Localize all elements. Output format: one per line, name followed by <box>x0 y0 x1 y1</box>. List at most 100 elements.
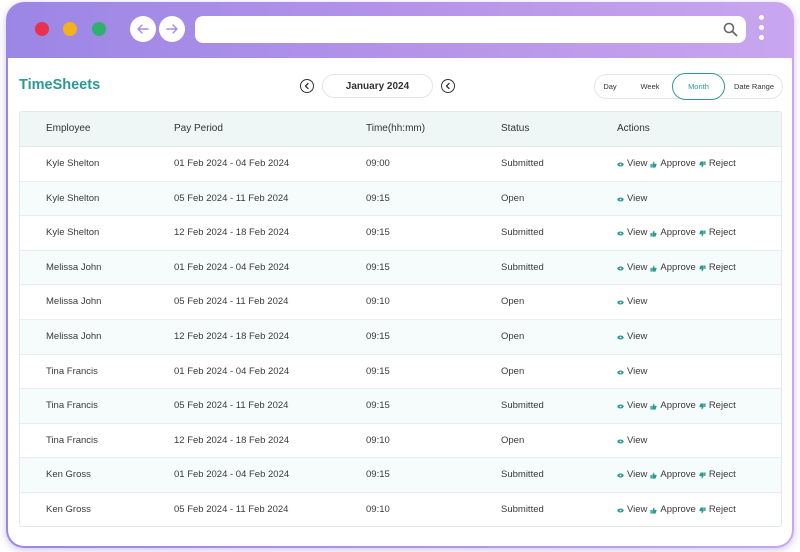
thumbs-up-icon <box>650 264 658 272</box>
view-action[interactable]: View <box>617 504 647 515</box>
view-action-label: View <box>627 365 648 377</box>
thumbs-up-icon <box>650 402 658 410</box>
eye-icon <box>617 368 624 375</box>
view-action-label: View <box>627 331 648 342</box>
status-cell: Open <box>501 192 525 204</box>
approve-action[interactable]: Approve <box>650 261 696 273</box>
approve-action[interactable]: Approve <box>650 504 696 515</box>
window-minimize-dot[interactable] <box>63 22 77 36</box>
actions-cell: View <box>617 331 650 344</box>
employee-cell: Tina Francis <box>46 434 98 446</box>
employee-cell: Tina Francis <box>46 400 98 412</box>
time-cell: 09:10 <box>366 504 390 515</box>
status-cell: Submitted <box>501 504 544 515</box>
status-cell: Open <box>501 296 525 308</box>
reject-action[interactable]: Reject <box>699 227 736 238</box>
view-action[interactable]: View <box>617 193 647 204</box>
view-action[interactable]: View <box>617 400 647 411</box>
time-cell: 09:10 <box>366 296 390 308</box>
window-close-dot[interactable] <box>35 22 49 36</box>
status-cell: Submitted <box>501 261 544 273</box>
approve-action[interactable]: Approve <box>650 158 696 169</box>
view-action[interactable]: View <box>617 366 647 377</box>
thumbs-down-icon <box>699 160 706 168</box>
view-action[interactable]: View <box>617 158 647 169</box>
approve-action[interactable]: Approve <box>650 400 696 411</box>
chevron-left-icon <box>304 82 309 90</box>
actions-cell: View <box>617 296 650 309</box>
window-maximize-dot[interactable] <box>92 22 106 36</box>
employee-cell: Kyle Shelton <box>46 192 100 204</box>
eye-icon <box>617 437 624 444</box>
actions-cell: View Approve Reject <box>617 158 739 171</box>
view-month-option[interactable]: Month <box>672 73 725 100</box>
view-action[interactable]: View <box>617 331 647 342</box>
view-action-label: View <box>627 158 648 169</box>
view-date-range-option[interactable]: Date Range <box>733 82 775 91</box>
search-icon[interactable] <box>723 22 738 37</box>
address-bar[interactable] <box>195 16 746 43</box>
reject-action[interactable]: Reject <box>699 158 736 169</box>
reject-action[interactable]: Reject <box>699 262 736 273</box>
table-row: Ken Gross 05 Feb 2024 - 11 Feb 2024 09:10 S… <box>20 493 781 526</box>
reject-action[interactable]: Reject <box>699 469 736 480</box>
view-action[interactable]: View <box>617 262 647 273</box>
time-cell: 09:00 <box>366 158 390 169</box>
table-row: Melissa John 01 Feb 2024 - 04 Feb 2024 09:… <box>20 250 781 286</box>
current-month-label[interactable]: January 2024 <box>322 74 433 98</box>
employee-cell: Melissa John <box>46 331 102 342</box>
view-day-option[interactable]: Day <box>603 82 617 91</box>
table-row: Kyle Shelton 05 Feb 2024 - 11 Feb 2024 09:… <box>20 181 781 217</box>
view-action-label: View <box>627 261 648 273</box>
time-cell: 09:15 <box>366 365 390 377</box>
kebab-menu-icon[interactable] <box>756 15 766 45</box>
actions-cell: View Approve Reject <box>617 469 739 482</box>
view-action[interactable]: View <box>617 296 647 307</box>
browser-forward-button[interactable] <box>159 16 185 42</box>
employee-cell: Ken Gross <box>46 469 91 481</box>
employee-cell: Melissa John <box>46 261 102 273</box>
eye-icon <box>617 506 624 513</box>
approve-action-label: Approve <box>660 261 696 273</box>
view-week-option[interactable]: Week <box>640 82 660 91</box>
time-cell: 09:15 <box>366 331 390 342</box>
status-cell: Open <box>501 331 525 342</box>
pay-period-cell: 01 Feb 2024 - 04 Feb 2024 <box>174 469 290 481</box>
time-cell: 09:15 <box>366 469 390 481</box>
thumbs-up-icon <box>650 229 658 237</box>
approve-action[interactable]: Approve <box>650 227 696 238</box>
reject-action-label: Reject <box>708 227 736 239</box>
table-header: Employee Pay Period Time(hh:mm) Status A… <box>20 112 781 147</box>
browser-back-button[interactable] <box>130 16 156 42</box>
employee-cell: Tina Francis <box>46 365 98 377</box>
table-row: Kyle Shelton 01 Feb 2024 - 04 Feb 2024 09:… <box>20 147 781 182</box>
previous-month-button[interactable] <box>300 79 314 93</box>
time-cell: 09:15 <box>366 400 390 412</box>
pay-period-cell: 12 Feb 2024 - 18 Feb 2024 <box>174 227 290 239</box>
eye-icon <box>617 333 624 340</box>
thumbs-down-icon <box>699 471 706 479</box>
time-cell: 09:15 <box>366 227 390 239</box>
view-action[interactable]: View <box>617 227 647 238</box>
eye-icon <box>617 298 624 305</box>
approve-action-label: Approve <box>660 469 696 481</box>
timesheets-panel: TimeSheets January 2024 Day Week Month D… <box>8 58 792 546</box>
table-row: Tina Francis 01 Feb 2024 - 04 Feb 2024 09:… <box>20 355 781 390</box>
pay-period-cell: 05 Feb 2024 - 11 Feb 2024 <box>174 192 289 204</box>
view-action[interactable]: View <box>617 469 647 480</box>
eye-icon <box>617 229 624 236</box>
actions-cell: View Approve Reject <box>617 400 739 413</box>
column-header-actions: Actions <box>617 123 650 134</box>
view-action[interactable]: View <box>617 435 647 446</box>
thumbs-down-icon <box>699 506 706 514</box>
thumbs-up-icon <box>650 471 658 479</box>
status-cell: Submitted <box>501 158 544 169</box>
approve-action[interactable]: Approve <box>650 469 696 481</box>
employee-cell: Melissa John <box>46 296 102 308</box>
next-month-button[interactable] <box>441 79 455 93</box>
eye-icon <box>617 195 624 202</box>
reject-action[interactable]: Reject <box>699 504 736 515</box>
view-action-label: View <box>627 227 648 239</box>
pay-period-cell: 12 Feb 2024 - 18 Feb 2024 <box>174 331 290 342</box>
reject-action[interactable]: Reject <box>699 400 736 411</box>
